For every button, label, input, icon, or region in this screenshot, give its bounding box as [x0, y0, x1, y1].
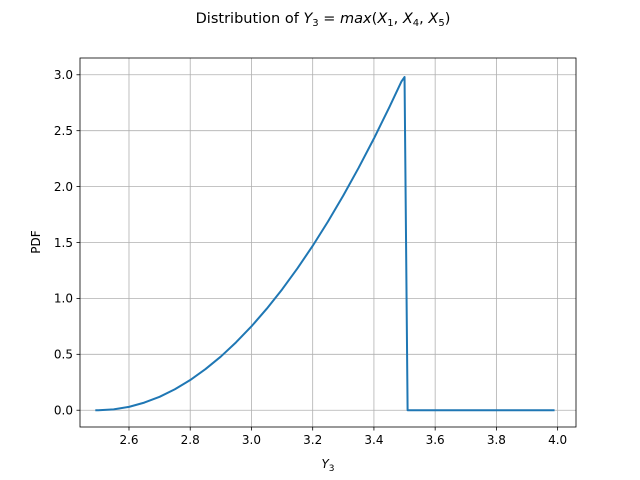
- y-tick-label: 0.0: [54, 404, 73, 418]
- y-tick-label: 3.0: [54, 68, 73, 82]
- x-axis-label: Y3: [321, 457, 334, 474]
- chart-title: Distribution of Y3 = max(X1, X4, X5): [196, 11, 451, 29]
- x-tick-label: 3.6: [426, 433, 445, 447]
- x-tick-label: 3.8: [487, 433, 506, 447]
- y-axis-label: PDF: [29, 230, 43, 253]
- y-tick-label: 2.0: [54, 180, 73, 194]
- y-tick-label: 1.0: [54, 292, 73, 306]
- x-axis: 2.6 2.8 3.0 3.2 3.4 3.6 3.8 4.0: [119, 427, 567, 447]
- x-tick-label: 2.8: [181, 433, 200, 447]
- x-tick-label: 3.0: [242, 433, 261, 447]
- x-tick-label: 3.4: [364, 433, 383, 447]
- x-tick-label: 3.2: [303, 433, 322, 447]
- y-axis: 0.0 0.5 1.0 1.5 2.0 2.5 3.0: [54, 68, 80, 418]
- grid: [80, 58, 576, 427]
- x-tick-label: 4.0: [548, 433, 567, 447]
- y-tick-label: 2.5: [54, 124, 73, 138]
- plot-area: [95, 76, 555, 412]
- x-tick-label: 2.6: [119, 433, 138, 447]
- y-tick-label: 0.5: [54, 348, 73, 362]
- y-tick-label: 1.5: [54, 236, 73, 250]
- pdf-series-line: [95, 76, 555, 412]
